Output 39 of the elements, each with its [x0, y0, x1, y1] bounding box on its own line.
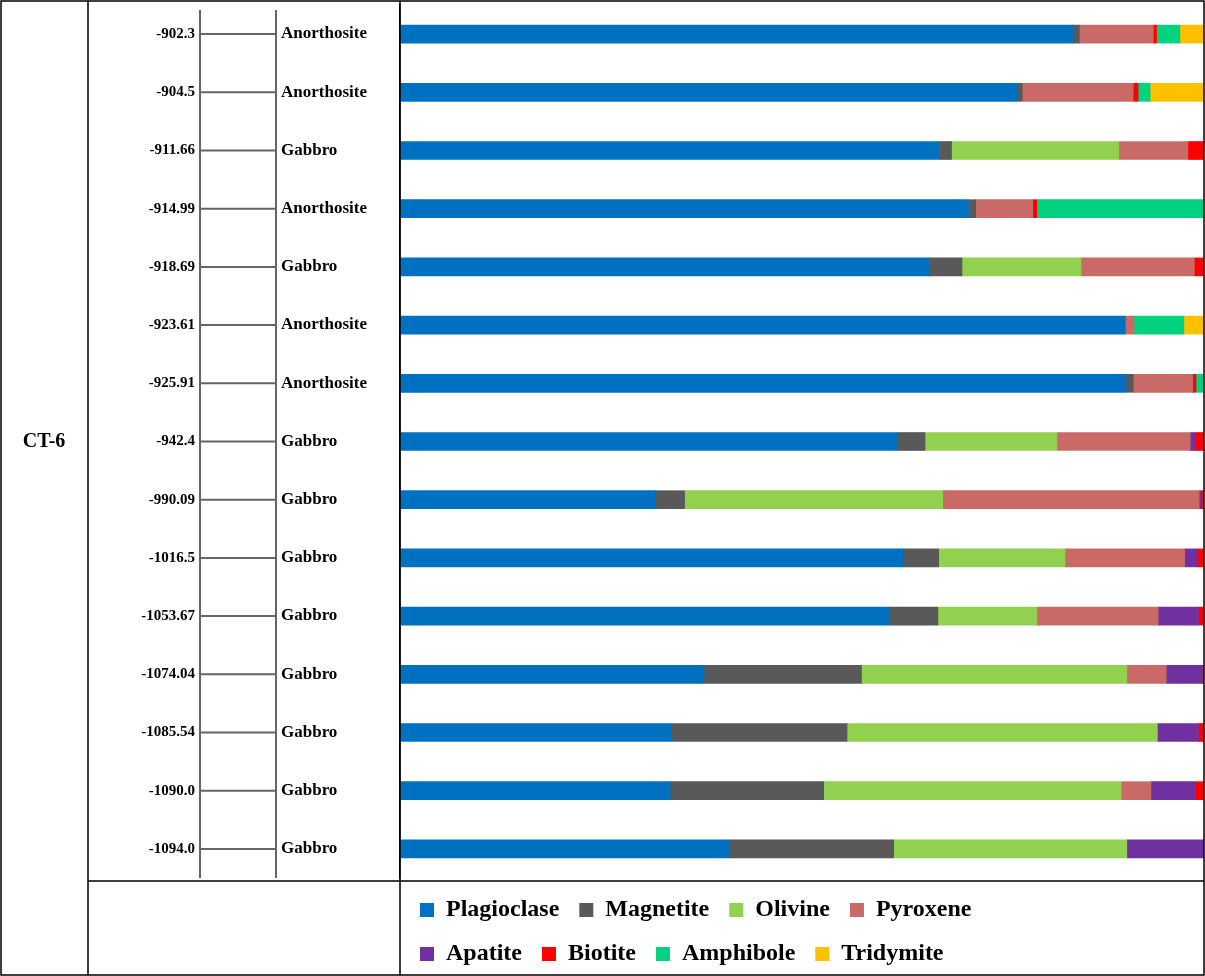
y-tick-label: -1085.54 — [141, 723, 196, 740]
y-tick-label: -925.91 — [148, 374, 195, 391]
y-tick-label: -902.3 — [156, 24, 195, 41]
y-tick-label: -990.09 — [148, 490, 195, 507]
text: Anorthosite — [281, 81, 368, 101]
y-tick-label: -1053.67 — [141, 606, 196, 623]
text: CT-6 — [22, 428, 66, 451]
legend-label: Apatite — [446, 939, 523, 966]
text: Anorthosite — [281, 23, 368, 43]
y-tick-label: -942.4 — [156, 432, 196, 449]
text: Gabbro — [281, 605, 338, 625]
y-tick-label: -911.66 — [149, 141, 196, 158]
text: Gabbro — [281, 547, 338, 567]
y-tick-label: -918.69 — [148, 257, 195, 274]
text: Anorthosite — [281, 198, 368, 218]
legend-label: Olivine — [755, 895, 831, 922]
legend-label: Magnetite — [605, 895, 710, 922]
y-tick-label: -1090.0 — [148, 781, 195, 798]
y-tick-label: -1016.5 — [148, 548, 195, 565]
legend-label: Pyroxene — [875, 895, 972, 922]
text: Gabbro — [281, 430, 338, 450]
text: Gabbro — [281, 780, 338, 800]
text: Gabbro — [281, 663, 338, 683]
y-tick-label: -923.61 — [148, 315, 195, 332]
text: Gabbro — [281, 489, 338, 509]
y-tick-label: -914.99 — [148, 199, 195, 216]
text: Anorthosite — [281, 372, 368, 392]
y-tick-label: -1094.0 — [148, 839, 195, 856]
legend-label: Amphibole — [681, 939, 796, 966]
text: Gabbro — [281, 838, 338, 858]
legend-label: Tridymite — [841, 939, 944, 966]
y-tick-label: -1074.04 — [141, 665, 196, 682]
legend-label: Plagioclase — [446, 895, 560, 922]
text: Anorthosite — [281, 314, 368, 334]
legend-label: Biotite — [567, 939, 637, 966]
text: Gabbro — [281, 139, 338, 159]
text: Gabbro — [281, 256, 338, 276]
y-tick-label: -904.5 — [156, 83, 195, 100]
text: Gabbro — [281, 721, 338, 741]
